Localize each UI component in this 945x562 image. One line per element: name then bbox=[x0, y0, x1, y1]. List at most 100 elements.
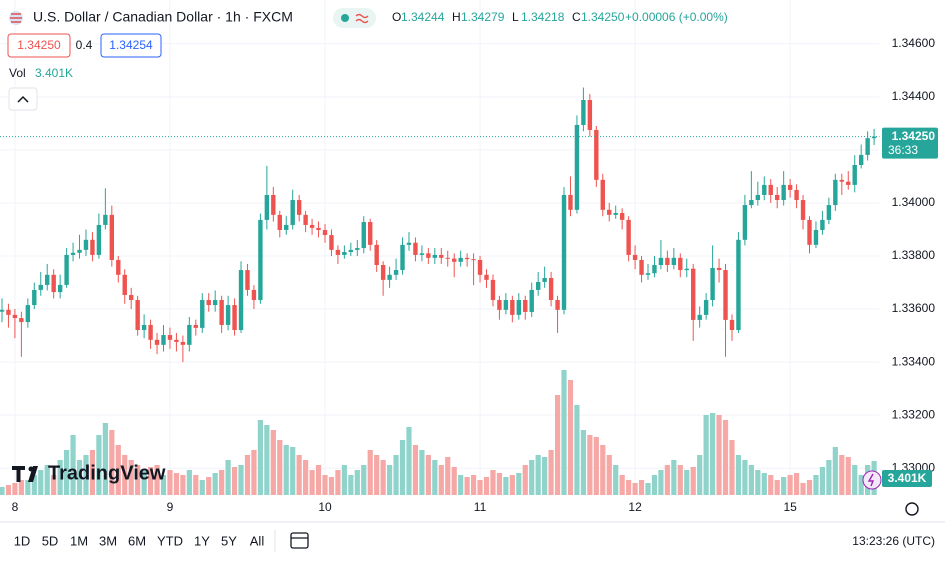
volume-bar bbox=[671, 460, 677, 495]
volume-bar bbox=[83, 455, 89, 495]
volume-bar bbox=[451, 467, 457, 495]
volume-bar bbox=[503, 477, 509, 495]
candle-body bbox=[768, 184, 773, 195]
timeframe-button[interactable]: 6M bbox=[128, 533, 146, 548]
candle-body bbox=[736, 239, 741, 330]
volume-bar bbox=[264, 425, 270, 495]
volume-bar bbox=[290, 447, 296, 495]
candle-body bbox=[516, 300, 521, 315]
candle-body bbox=[25, 305, 31, 323]
candle-body bbox=[510, 300, 515, 315]
settings-icon[interactable] bbox=[905, 502, 919, 516]
volume-bar bbox=[852, 465, 858, 495]
candle-body bbox=[607, 209, 612, 215]
volume-bar bbox=[477, 480, 483, 495]
volume-bar bbox=[425, 455, 431, 495]
candle-body bbox=[238, 270, 244, 330]
ohlc-value: 1.34250 bbox=[581, 10, 625, 24]
volume-bar bbox=[348, 475, 354, 495]
volume-bar bbox=[354, 470, 360, 495]
timeframe-button[interactable]: 5D bbox=[42, 533, 59, 548]
candle-body bbox=[703, 300, 709, 315]
candle-body bbox=[458, 257, 463, 262]
ohlc-value: 1.34279 bbox=[461, 10, 505, 24]
volume-bar bbox=[496, 473, 503, 495]
candle-body bbox=[871, 136, 877, 139]
candle-body bbox=[652, 265, 657, 274]
volume-bar bbox=[529, 460, 535, 495]
candle-body bbox=[368, 222, 373, 245]
candle-body bbox=[477, 259, 483, 275]
ohlc-label: H bbox=[452, 10, 461, 24]
candle-body bbox=[729, 319, 735, 330]
x-tick-label: 8 bbox=[12, 500, 19, 514]
clock[interactable]: 13:23:26 (UTC) bbox=[852, 534, 935, 548]
volume-bar bbox=[374, 455, 380, 495]
timeframe-button[interactable]: 5Y bbox=[221, 533, 237, 548]
timeframe-button[interactable]: 1M bbox=[70, 533, 88, 548]
volume-bar bbox=[554, 395, 561, 495]
timeframe-button[interactable]: 1Y bbox=[194, 533, 210, 548]
candle-body bbox=[439, 254, 444, 258]
watermark-logo bbox=[12, 466, 38, 482]
candle-body bbox=[775, 194, 780, 201]
volume-bar bbox=[31, 475, 37, 495]
volume-bar bbox=[839, 455, 845, 495]
candle-body bbox=[387, 274, 392, 280]
timeframe-button[interactable]: All bbox=[250, 533, 265, 548]
buy-price[interactable]: 1.34254 bbox=[109, 38, 153, 52]
status-badge[interactable] bbox=[333, 8, 376, 28]
candle-body bbox=[820, 219, 825, 230]
status-dot bbox=[341, 14, 349, 22]
candle-body bbox=[600, 179, 605, 210]
candle-body bbox=[258, 219, 263, 301]
volume-bar bbox=[690, 467, 696, 495]
volume-bar bbox=[593, 437, 599, 495]
candle-body bbox=[826, 205, 832, 220]
candle-body bbox=[284, 224, 289, 230]
volume-bar bbox=[722, 420, 729, 495]
volume-bar bbox=[18, 480, 24, 495]
volume-bar bbox=[361, 465, 367, 495]
volume-bar bbox=[341, 465, 347, 495]
sell-price[interactable]: 1.34250 bbox=[17, 38, 61, 52]
volume-bar bbox=[832, 447, 838, 495]
volume-bar bbox=[109, 430, 115, 495]
candle-body bbox=[348, 249, 354, 253]
candle-body bbox=[613, 213, 618, 215]
candle-body bbox=[503, 300, 509, 310]
timeframe-button[interactable]: 3M bbox=[99, 533, 117, 548]
volume-bar bbox=[445, 457, 451, 495]
alert-icon[interactable] bbox=[862, 470, 882, 490]
volume-bar bbox=[806, 480, 813, 495]
volume-bar bbox=[710, 413, 716, 495]
volume-bar bbox=[826, 460, 832, 495]
volume-bar bbox=[845, 457, 851, 495]
candle-body bbox=[523, 300, 528, 312]
candle-body bbox=[426, 253, 431, 258]
volume-bar bbox=[257, 420, 263, 495]
timeframe-button[interactable]: 1D bbox=[14, 533, 31, 548]
volume-bar bbox=[199, 480, 205, 495]
volume-bar bbox=[787, 475, 793, 495]
candle-body bbox=[90, 239, 95, 255]
candle-body bbox=[303, 214, 308, 225]
volume-value: 3.401K bbox=[35, 66, 73, 80]
candle-body bbox=[800, 200, 806, 220]
sell-button[interactable] bbox=[7, 33, 71, 58]
volume-bar bbox=[173, 473, 180, 495]
volume-bar bbox=[580, 430, 586, 495]
volume-bar bbox=[51, 475, 57, 495]
volume-bar bbox=[96, 435, 102, 495]
candle-body bbox=[374, 244, 379, 266]
ohlc-label: C bbox=[572, 10, 581, 24]
candle-body bbox=[361, 222, 366, 249]
symbol-flag-stripes bbox=[10, 13, 22, 23]
date-range-icon[interactable] bbox=[290, 532, 309, 549]
candle-body bbox=[787, 184, 793, 190]
buy-button[interactable] bbox=[100, 33, 162, 58]
timeframe-button[interactable]: YTD bbox=[157, 533, 183, 548]
volume-bar bbox=[600, 445, 606, 495]
candle-body bbox=[445, 257, 450, 259]
collapse-button[interactable] bbox=[8, 87, 38, 111]
